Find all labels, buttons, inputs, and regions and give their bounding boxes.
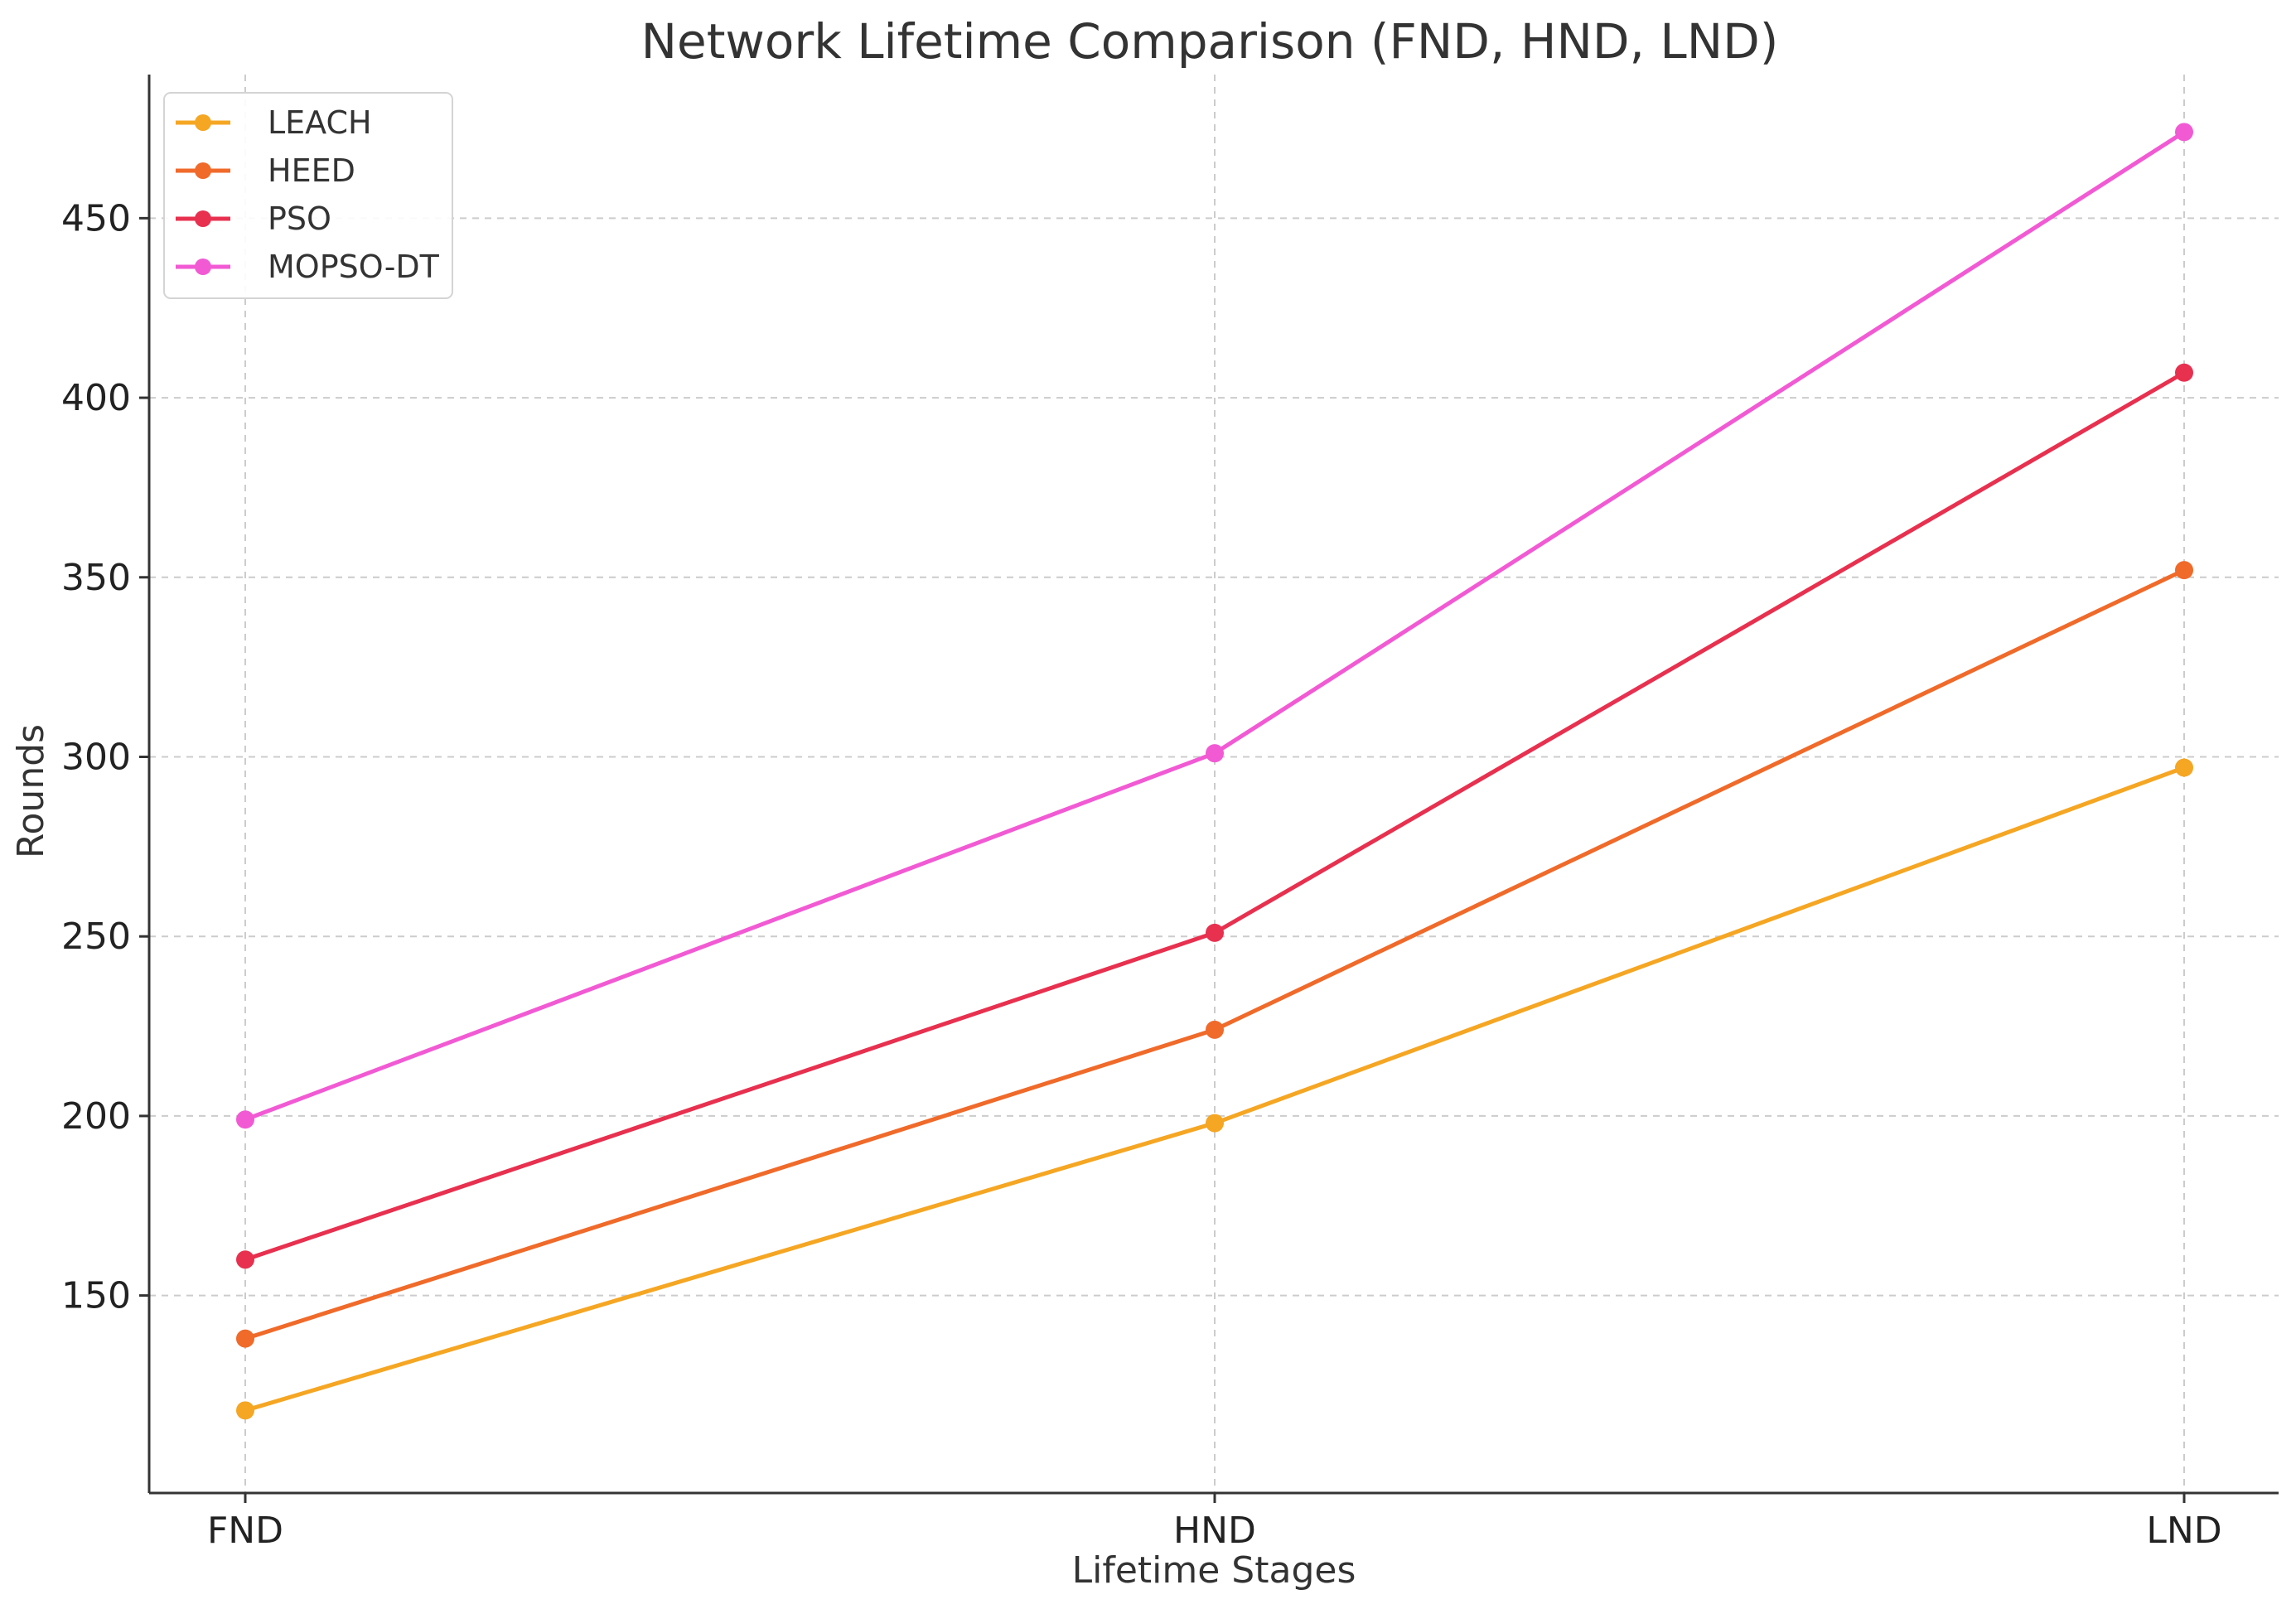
legend-item: HEED (176, 152, 355, 189)
y-tick-label: 450 (61, 197, 131, 239)
data-point (236, 1110, 254, 1129)
legend-item: LEACH (176, 104, 372, 141)
y-tick-label: 150 (61, 1275, 131, 1317)
y-tick-label: 200 (61, 1095, 131, 1138)
data-point (2175, 758, 2193, 777)
series (236, 123, 2193, 1420)
legend-label: LEACH (268, 104, 372, 141)
legend-swatch-marker (195, 210, 211, 227)
series-pso (236, 363, 2193, 1269)
y-tick-label: 300 (61, 736, 131, 778)
series-mopso-dt (236, 123, 2193, 1129)
ticks: 150 200 250 300 350 400 450 FND HND LND (61, 197, 2222, 1552)
y-tick-label: 350 (61, 557, 131, 599)
series-leach (236, 758, 2193, 1420)
x-tick-label: HND (1173, 1510, 1256, 1552)
legend-label: MOPSO-DT (268, 249, 440, 285)
grid (149, 75, 2279, 1493)
x-axis-label: Lifetime Stages (1072, 1549, 1356, 1592)
legend-swatch-marker (195, 114, 211, 131)
legend-item: PSO (176, 201, 331, 237)
y-axis-label: Rounds (10, 724, 52, 858)
data-point (1206, 1020, 1224, 1039)
data-point (1206, 744, 1224, 763)
data-point (1206, 1114, 1224, 1133)
legend-label: HEED (268, 152, 355, 189)
data-point (236, 1401, 254, 1420)
series-heed (236, 561, 2193, 1348)
data-point (2175, 123, 2193, 142)
legend-label: PSO (268, 201, 331, 237)
chart-title: Network Lifetime Comparison (FND, HND, L… (641, 13, 1779, 70)
data-point (236, 1329, 254, 1348)
x-tick-label: LND (2146, 1510, 2221, 1552)
data-point (2175, 561, 2193, 580)
legend-item: MOPSO-DT (176, 249, 440, 285)
data-point (2175, 363, 2193, 382)
legend-swatch-marker (195, 259, 211, 275)
data-point (1206, 923, 1224, 942)
y-tick-label: 250 (61, 916, 131, 958)
data-point (236, 1250, 254, 1269)
legend: LEACH HEED PSO MOPSO-DT (163, 92, 453, 299)
legend-swatch-marker (195, 162, 211, 179)
x-tick-label: FND (207, 1510, 283, 1552)
legend-frame (163, 92, 453, 299)
y-tick-label: 400 (61, 377, 131, 419)
